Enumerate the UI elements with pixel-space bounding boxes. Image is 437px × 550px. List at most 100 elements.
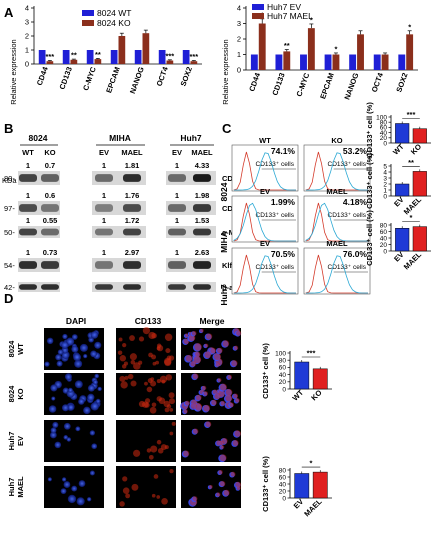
- if-nucleus: [94, 341, 102, 349]
- blot-strip-bg: [18, 282, 60, 292]
- flow-bar-2-ytick-label: 0: [383, 248, 387, 255]
- panel-a-right-category-label: EPCAM: [318, 72, 336, 101]
- if-cd133-signal: [124, 375, 129, 380]
- blot-band: [168, 204, 186, 212]
- panel-a-right-ylabel: Relative expression: [221, 39, 230, 104]
- flow-bar-0-category-label: WT: [391, 142, 406, 157]
- if-nucleus: [191, 428, 198, 435]
- if-bar-1-sig: *: [310, 459, 313, 468]
- flow-plot-title: MAEL: [326, 239, 348, 248]
- panel-a-left-bar-a: [158, 50, 166, 64]
- if-cd133-signal: [204, 343, 209, 348]
- flow-isotype-histogram: [305, 151, 368, 191]
- if-nucleus: [50, 384, 58, 392]
- blot-quant-value: 1: [102, 216, 106, 225]
- if-nucleus: [52, 421, 59, 428]
- if-bar-ylabel: CD133⁺ cell (%): [261, 456, 270, 512]
- panel-a-right-category-label: OCT4: [370, 71, 386, 94]
- if-nucleus: [71, 334, 78, 340]
- flow-cd133-histogram: [306, 152, 368, 191]
- if-nucleus: [223, 394, 232, 403]
- blot-quant-value: 1: [26, 191, 30, 200]
- if-cd133-signal: [232, 440, 239, 447]
- panel-a-right-bar-b: [307, 28, 315, 70]
- if-nucleus: [87, 384, 95, 392]
- if-row-label-line2: WT: [16, 343, 25, 355]
- if-bar-0-ytick-label: 60: [279, 365, 287, 372]
- if-cd133-signal: [148, 331, 156, 340]
- if-nucleus: [68, 387, 73, 393]
- if-cd133-signal: [156, 343, 162, 348]
- blot-band: [41, 204, 59, 212]
- panel-a-left-bar-b: [70, 59, 78, 64]
- if-nucleus: [67, 494, 77, 504]
- if-cd133-signal: [171, 421, 176, 426]
- panel-b-western-blot: KDa 8024 MIHA Huh7 WT KO EV MAEL EV MAEL 80- C…: [2, 133, 247, 292]
- if-cd133-signal: [193, 428, 199, 434]
- if-cd133-signal: [195, 403, 203, 411]
- if-nucleus: [89, 430, 96, 436]
- if-nucleus: [231, 393, 238, 400]
- blot-quant-value: 2.63: [195, 248, 210, 257]
- if-bar-1-ytick-label: 20: [279, 488, 287, 495]
- if-nucleus: [228, 402, 234, 408]
- blot-quant-value: 2.97: [125, 248, 140, 257]
- if-cd133-signal: [217, 378, 222, 382]
- flow-cd133-histogram: [305, 202, 368, 242]
- if-row-label-line1: 8024: [7, 385, 16, 403]
- if-nucleus: [190, 331, 196, 337]
- blot-group-huh7: Huh7: [180, 133, 202, 143]
- if-cd133-signal: [169, 468, 174, 474]
- legend-swatch-huh7-ev: [252, 4, 264, 10]
- if-nucleus: [75, 426, 81, 432]
- if-nucleus: [201, 404, 210, 413]
- if-cd133-signal: [161, 379, 166, 384]
- if-nucleus: [181, 450, 189, 458]
- if-nucleus: [83, 406, 91, 415]
- if-cd133-signal: [156, 396, 162, 402]
- if-cd133-signal: [215, 362, 220, 367]
- panel-a-right-bar-a: [275, 54, 283, 70]
- if-nucleus: [89, 470, 95, 476]
- legend-label-8024-ko: 8024 KO: [97, 18, 131, 28]
- blot-quant-value: 1: [175, 161, 179, 170]
- if-nucleus: [73, 353, 82, 362]
- flow-bar-1-sig: **: [408, 158, 414, 167]
- blot-band: [193, 204, 211, 212]
- blot-marker-kda: 42-: [4, 283, 15, 292]
- if-cd133-signal: [123, 361, 129, 366]
- panel-a-left-sig: ***: [45, 52, 54, 61]
- if-cd133-signal: [146, 448, 152, 453]
- panel-a-left-bar-b: [166, 60, 174, 64]
- flow-gate-label: CD133⁺ cells: [256, 264, 295, 271]
- panel-a-left-bar-a: [38, 50, 46, 64]
- if-cd133-signal: [203, 404, 211, 412]
- legend-swatch-huh7-mael: [252, 13, 264, 19]
- panel-a-left-bar-a: [134, 50, 142, 64]
- if-nucleus: [54, 441, 62, 449]
- if-nucleus: [90, 331, 99, 339]
- if-nucleus: [64, 373, 72, 381]
- if-bar-0-ytick-label: 40: [279, 372, 287, 379]
- panel-a-left-bars: *** ** ** *** ***: [38, 29, 198, 64]
- if-nucleus: [202, 391, 208, 397]
- if-cd133-signal: [129, 335, 135, 341]
- panel-a-left-category-label: OCT4: [155, 65, 171, 88]
- panel-a-right-bar-a: [250, 54, 258, 70]
- if-cd133-signal: [151, 402, 157, 408]
- flow-bar-1-ytick-label: 5: [383, 163, 387, 170]
- legend-label-8024-wt: 8024 WT: [97, 8, 132, 18]
- if-nucleus: [90, 402, 99, 411]
- panel-a-left-category-label: EPCAM: [104, 66, 122, 95]
- if-cd133-signal: [120, 381, 128, 389]
- if-cd133-signal: [188, 335, 195, 342]
- if-nucleus: [234, 330, 241, 337]
- panel-letter-a: A: [4, 5, 14, 20]
- flow-bar-2-category-label: MAEL: [402, 250, 424, 272]
- if-nucleus: [194, 394, 201, 402]
- if-cd133-signal: [218, 470, 223, 475]
- if-bar-1-category-label: MAEL: [302, 497, 324, 519]
- flow-gate-label: CD133⁺ cells: [328, 161, 367, 168]
- if-cd133-signal: [204, 351, 212, 359]
